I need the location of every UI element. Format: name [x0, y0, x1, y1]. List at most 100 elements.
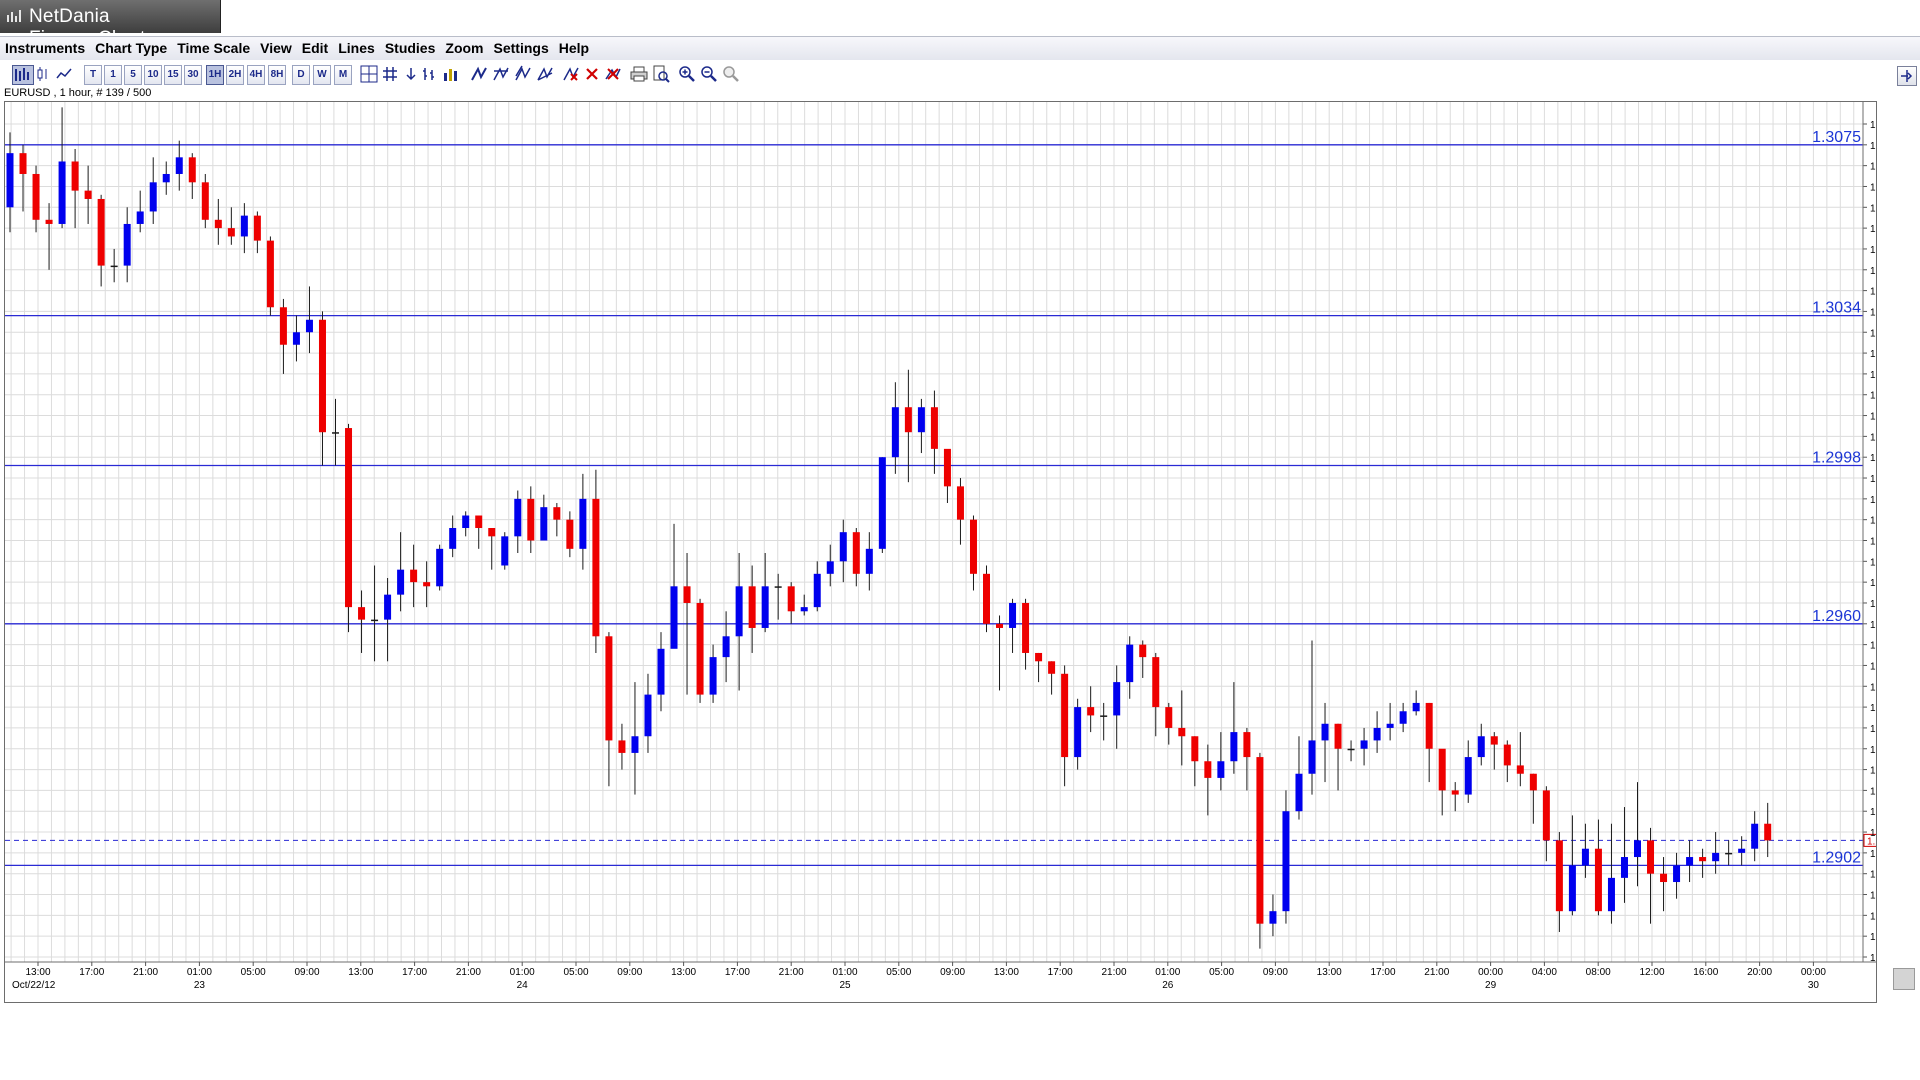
candle [1269, 894, 1277, 937]
candle [149, 157, 157, 224]
candle [1074, 698, 1082, 770]
delete-all-icon[interactable] [584, 65, 600, 83]
channel-icon[interactable] [514, 65, 532, 83]
x-tick-label: 13:00 [25, 967, 50, 978]
chart-canvas[interactable]: 1.3075 1.3034 1.2998 1.2960 1.2902 1.2908 1.3… [5, 102, 1876, 1002]
menu-chart-type[interactable]: Chart Type [95, 40, 168, 56]
y-tick-label: 1.3025 [1870, 349, 1876, 360]
crosshair-icon[interactable] [360, 65, 378, 83]
candle [1334, 723, 1342, 791]
timescale-week-button[interactable]: W [313, 65, 331, 85]
y-tick-label: 1.2935 [1870, 724, 1876, 735]
menu-settings[interactable]: Settings [493, 40, 549, 56]
timescale-1m-button[interactable]: 1 [104, 65, 122, 85]
fibonacci-icon[interactable] [492, 65, 510, 83]
zoom-in-icon[interactable] [678, 65, 696, 83]
candle-body [1555, 840, 1563, 912]
delete-drawings-icon[interactable] [604, 65, 622, 83]
timescale-4h-button[interactable]: 4H [247, 65, 265, 85]
x-date-label: 25 [839, 980, 851, 991]
y-tick-label: 1.2925 [1870, 766, 1876, 777]
x-date-label: 24 [517, 980, 529, 991]
candle [19, 144, 27, 212]
candle [6, 132, 14, 233]
timescale-5m-button[interactable]: 5 [124, 65, 142, 85]
timescale-10m-button[interactable]: 10 [144, 65, 162, 85]
timescale-2h-button[interactable]: 2H [226, 65, 244, 85]
menu-time-scale[interactable]: Time Scale [177, 40, 251, 56]
candle [1100, 702, 1108, 741]
candle-body [1360, 740, 1368, 749]
print-preview-icon[interactable] [652, 65, 670, 83]
candle [1503, 740, 1511, 783]
y-tick-label: 1.2950 [1870, 661, 1876, 672]
candle [162, 161, 170, 195]
bar-chart-icon[interactable] [422, 65, 438, 83]
candle [1712, 832, 1720, 874]
x-tick-label: 08:00 [1586, 967, 1611, 978]
candle-body [1308, 740, 1316, 774]
candle [1243, 727, 1251, 791]
timescale-tick-button[interactable]: T [84, 65, 102, 85]
detach-icon[interactable] [1897, 66, 1917, 86]
menu-lines[interactable]: Lines [338, 40, 375, 56]
candle-body [475, 515, 483, 529]
timescale-1h-button[interactable]: 1H [206, 65, 224, 85]
menu-help[interactable]: Help [558, 40, 590, 56]
candlestick-icon[interactable] [35, 65, 51, 83]
candle [227, 207, 235, 245]
print-icon[interactable] [630, 65, 648, 83]
x-tick-label: 05:00 [886, 967, 911, 978]
candle-body [943, 448, 951, 487]
fan-icon[interactable] [536, 65, 554, 83]
window-title-tab[interactable]: NetDania FinanceChart [0, 0, 221, 49]
scroll-right-button[interactable] [1893, 968, 1915, 990]
candle [1295, 736, 1303, 820]
y-tick-label: 1.3050 [1870, 245, 1876, 256]
candle [318, 311, 326, 466]
candle [969, 515, 977, 591]
candle-body [1022, 602, 1030, 653]
timescale-8h-button[interactable]: 8H [268, 65, 286, 85]
candle [1048, 661, 1056, 695]
candle [956, 478, 964, 545]
candle [1699, 848, 1707, 878]
candle-body [930, 407, 938, 449]
candle-chart-icon[interactable] [442, 65, 460, 83]
line-chart-icon[interactable] [56, 65, 72, 83]
menu-instruments[interactable]: Instruments [5, 40, 86, 56]
candle [1165, 702, 1173, 745]
menu-view[interactable]: View [260, 40, 292, 56]
candle [1516, 732, 1524, 787]
zoom-out-icon[interactable] [700, 65, 718, 83]
timescale-15m-button[interactable]: 15 [164, 65, 182, 85]
candle [1620, 807, 1628, 903]
candle-body [1243, 732, 1251, 758]
timescale-30m-button[interactable]: 30 [184, 65, 202, 85]
chart-type-icon[interactable] [12, 65, 34, 85]
candle [1087, 686, 1095, 733]
menu-edit[interactable]: Edit [301, 40, 329, 56]
candle [826, 544, 834, 587]
candle [1347, 740, 1355, 762]
timescale-month-button[interactable]: M [334, 65, 352, 85]
window-titlebar: NetDania FinanceChart [0, 0, 1920, 49]
candle-body [683, 586, 691, 603]
y-tick-label: 1.3035 [1870, 307, 1876, 318]
candle [1529, 773, 1537, 824]
candle-body [1516, 765, 1524, 774]
candle [1568, 815, 1576, 916]
menu-zoom[interactable]: Zoom [445, 40, 484, 56]
candle-body [1087, 707, 1095, 716]
price-chart[interactable]: 1.3075 1.3034 1.2998 1.2960 1.2902 1.2908 1.3… [4, 101, 1877, 1003]
grid-icon[interactable] [382, 65, 398, 83]
candle [123, 207, 131, 283]
candle-body [1126, 644, 1134, 683]
delete-line-icon[interactable] [562, 65, 580, 83]
candle [1751, 811, 1759, 862]
trendline-icon[interactable] [470, 65, 488, 83]
arrow-icon[interactable] [404, 65, 418, 83]
timescale-day-button[interactable]: D [292, 65, 310, 85]
zoom-reset-icon[interactable] [722, 65, 740, 83]
menu-studies[interactable]: Studies [384, 40, 436, 56]
